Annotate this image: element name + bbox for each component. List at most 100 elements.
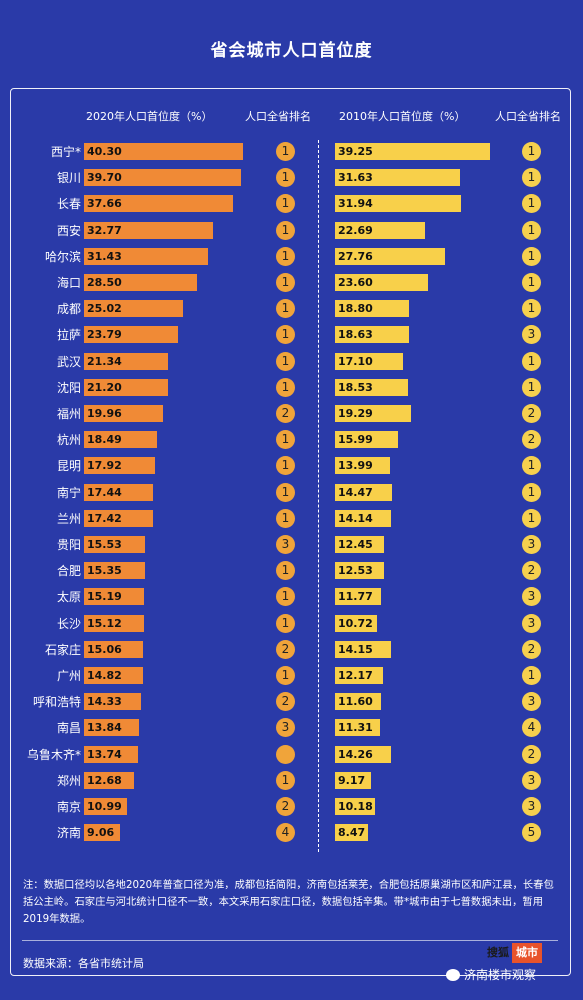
value-label-2010: 13.99	[338, 459, 373, 473]
category-label: 南昌	[56, 721, 81, 736]
header-2010-value: 2010年人口首位度（%）	[339, 110, 466, 123]
bar-2020	[84, 247, 209, 265]
value-label-2010: 10.72	[338, 616, 373, 630]
rank-2020-badge: 1	[276, 299, 295, 319]
value-label-2020: 21.34	[87, 354, 122, 368]
value-label-2010: 14.26	[338, 747, 373, 761]
category-label: 兰州	[56, 511, 81, 526]
bar-2020	[84, 667, 143, 684]
bar-2020	[84, 378, 168, 396]
value-label-2010: 14.47	[338, 485, 373, 499]
category-label: 南京	[56, 800, 81, 814]
bar-2020	[84, 221, 214, 239]
rank-2010-badge: 2	[522, 430, 541, 450]
category-label: 哈尔滨	[44, 249, 81, 264]
rank-2010-badge: 1	[522, 246, 541, 266]
category-label: 济南	[56, 826, 81, 841]
category-label: 南宁	[56, 485, 81, 500]
value-label-2010: 9.17	[338, 773, 366, 787]
sohu-city-logo: 搜狐 城市	[487, 943, 542, 963]
category-label: 合肥	[56, 564, 81, 579]
bar-2010	[335, 509, 391, 527]
value-label-2020: 39.70	[87, 171, 122, 185]
category-label: 武汉	[56, 354, 81, 369]
category-label: 昆明	[56, 459, 81, 474]
value-label-2020: 15.35	[87, 564, 122, 578]
column-divider	[318, 140, 319, 852]
value-label-2010: 11.77	[338, 590, 373, 604]
rank-2010-badge: 1	[522, 142, 541, 161]
category-label: 沈阳	[56, 380, 81, 395]
value-label-2020: 10.99	[87, 800, 122, 813]
rank-2010-badge: 2	[522, 561, 541, 581]
category-label: 呼和浩特	[32, 695, 81, 710]
rank-2020-badge: 1	[276, 142, 295, 161]
rank-2010-badge: 1	[522, 482, 541, 502]
value-label-2010: 12.17	[338, 669, 373, 682]
value-label-2020: 31.43	[87, 249, 122, 263]
value-label-2010: 18.53	[338, 380, 373, 394]
bar-2020	[84, 405, 163, 422]
rank-2020-badge: 1	[276, 613, 295, 633]
bar-2020	[84, 562, 145, 580]
bar-2010	[335, 745, 392, 763]
category-label: 福州	[56, 407, 81, 421]
bar-2010	[335, 798, 376, 815]
value-label-2010: 31.94	[338, 197, 373, 211]
bar-2010	[335, 536, 385, 553]
value-label-2010: 12.53	[338, 564, 373, 578]
value-label-2020: 17.44	[87, 485, 122, 499]
bar-2010	[335, 274, 429, 291]
category-label: 成都	[56, 302, 81, 317]
rank-2010-badge: 3	[522, 535, 541, 554]
bar-2020	[84, 719, 139, 737]
data-source: 数据来源：各省市统计局	[23, 957, 144, 970]
bar-2010	[335, 378, 409, 396]
rank-2010-badge: 1	[522, 351, 541, 371]
rank-2020-badge: 1	[276, 273, 295, 292]
value-label-2010: 11.60	[338, 695, 373, 709]
bar-2010	[335, 614, 378, 632]
category-label: 拉萨	[56, 328, 81, 343]
header-2020-rank: 人口全省排名	[245, 110, 311, 123]
rank-2010-badge: 3	[522, 797, 541, 816]
bar-2020	[84, 798, 128, 815]
value-label-2010: 31.63	[338, 171, 373, 185]
rank-2020-badge: 1	[276, 325, 295, 345]
rank-2010-badge: 1	[522, 220, 541, 240]
category-label: 广州	[56, 669, 81, 683]
rank-2020-badge: 1	[276, 377, 295, 397]
bar-2020	[84, 483, 153, 501]
bar-2010	[335, 588, 382, 606]
bar-2020	[84, 457, 155, 475]
value-label-2020: 40.30	[87, 145, 122, 158]
rank-2020-badge: 1	[276, 351, 295, 371]
value-label-2020: 14.82	[87, 669, 122, 682]
bar-2020	[84, 640, 144, 658]
bar-2020	[84, 771, 135, 789]
rank-2020-badge: 1	[276, 508, 295, 528]
value-label-2020: 28.50	[87, 276, 122, 289]
rank-2010-badge: 5	[522, 823, 541, 843]
value-label-2010: 10.18	[338, 800, 373, 813]
value-label-2010: 19.29	[338, 407, 373, 420]
value-label-2010: 14.15	[338, 642, 373, 656]
bar-2020	[84, 300, 183, 318]
value-label-2020: 15.06	[87, 642, 122, 656]
rank-2010-badge: 3	[522, 692, 541, 712]
rank-2010-badge: 3	[522, 770, 541, 790]
bar-2010	[335, 562, 385, 580]
rank-2020-badge: 2	[276, 692, 295, 712]
bar-2010	[335, 300, 410, 318]
value-label-2020: 12.68	[87, 773, 122, 787]
account-name: 济南楼市观察	[464, 968, 537, 982]
account-watermark: 济南楼市观察	[446, 966, 536, 984]
bar-2010	[335, 771, 372, 789]
value-label-2020: 15.53	[87, 538, 122, 551]
value-label-2020: 15.12	[87, 616, 122, 630]
bar-2020	[84, 509, 153, 527]
logo-box-text: 城市	[512, 943, 542, 963]
rank-2010-badge: 4	[522, 718, 541, 738]
value-label-2020: 19.96	[87, 407, 122, 420]
value-label-2020: 17.42	[87, 511, 122, 525]
